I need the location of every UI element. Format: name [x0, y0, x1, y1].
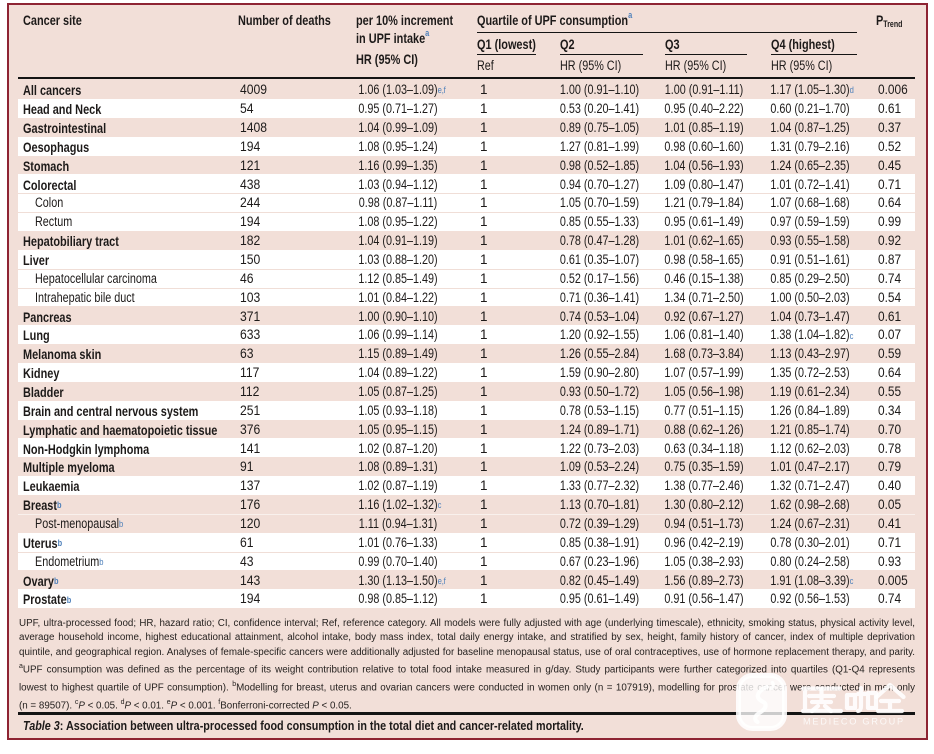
svg-text:MEDIECO GROUP: MEDIECO GROUP [803, 717, 905, 727]
